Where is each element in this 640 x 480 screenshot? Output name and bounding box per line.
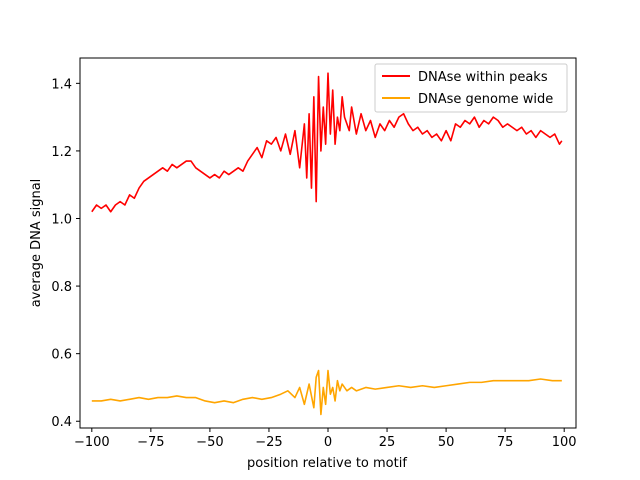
- legend: DNAse within peaks DNAse genome wide: [374, 63, 568, 113]
- legend-box: [374, 63, 568, 113]
- y-tick-label: 0.8: [51, 280, 72, 295]
- x-tick-label: 0: [324, 435, 332, 450]
- x-tick-label: −75: [137, 435, 164, 450]
- y-tick-label: 0.6: [51, 348, 72, 363]
- x-tick-label: 75: [497, 435, 514, 450]
- x-axis: −100 −75 −50 −25 0 25 50 75 100: [74, 428, 577, 450]
- series-line-0: [91, 72, 563, 213]
- y-axis: 0.4 0.6 0.8 1.0 1.2 1.4: [51, 77, 80, 430]
- x-tick-label: 25: [379, 435, 396, 450]
- legend-label-1: DNAse genome wide: [418, 92, 553, 107]
- y-tick-label: 1.2: [51, 145, 72, 160]
- series-line-1: [91, 369, 562, 416]
- x-tick-label: 50: [438, 435, 455, 450]
- series-layer: [91, 72, 563, 416]
- y-axis-label: average DNA signal: [29, 179, 44, 308]
- y-tick-label: 1.4: [51, 77, 72, 92]
- x-tick-label: −100: [74, 435, 110, 450]
- x-axis-label: position relative to motif: [247, 456, 407, 471]
- y-tick-label: 0.4: [51, 415, 72, 430]
- x-tick-label: −25: [255, 435, 282, 450]
- y-tick-label: 1.0: [51, 213, 72, 228]
- x-tick-label: −50: [196, 435, 223, 450]
- legend-label-0: DNAse within peaks: [418, 70, 548, 85]
- x-tick-label: 100: [552, 435, 577, 450]
